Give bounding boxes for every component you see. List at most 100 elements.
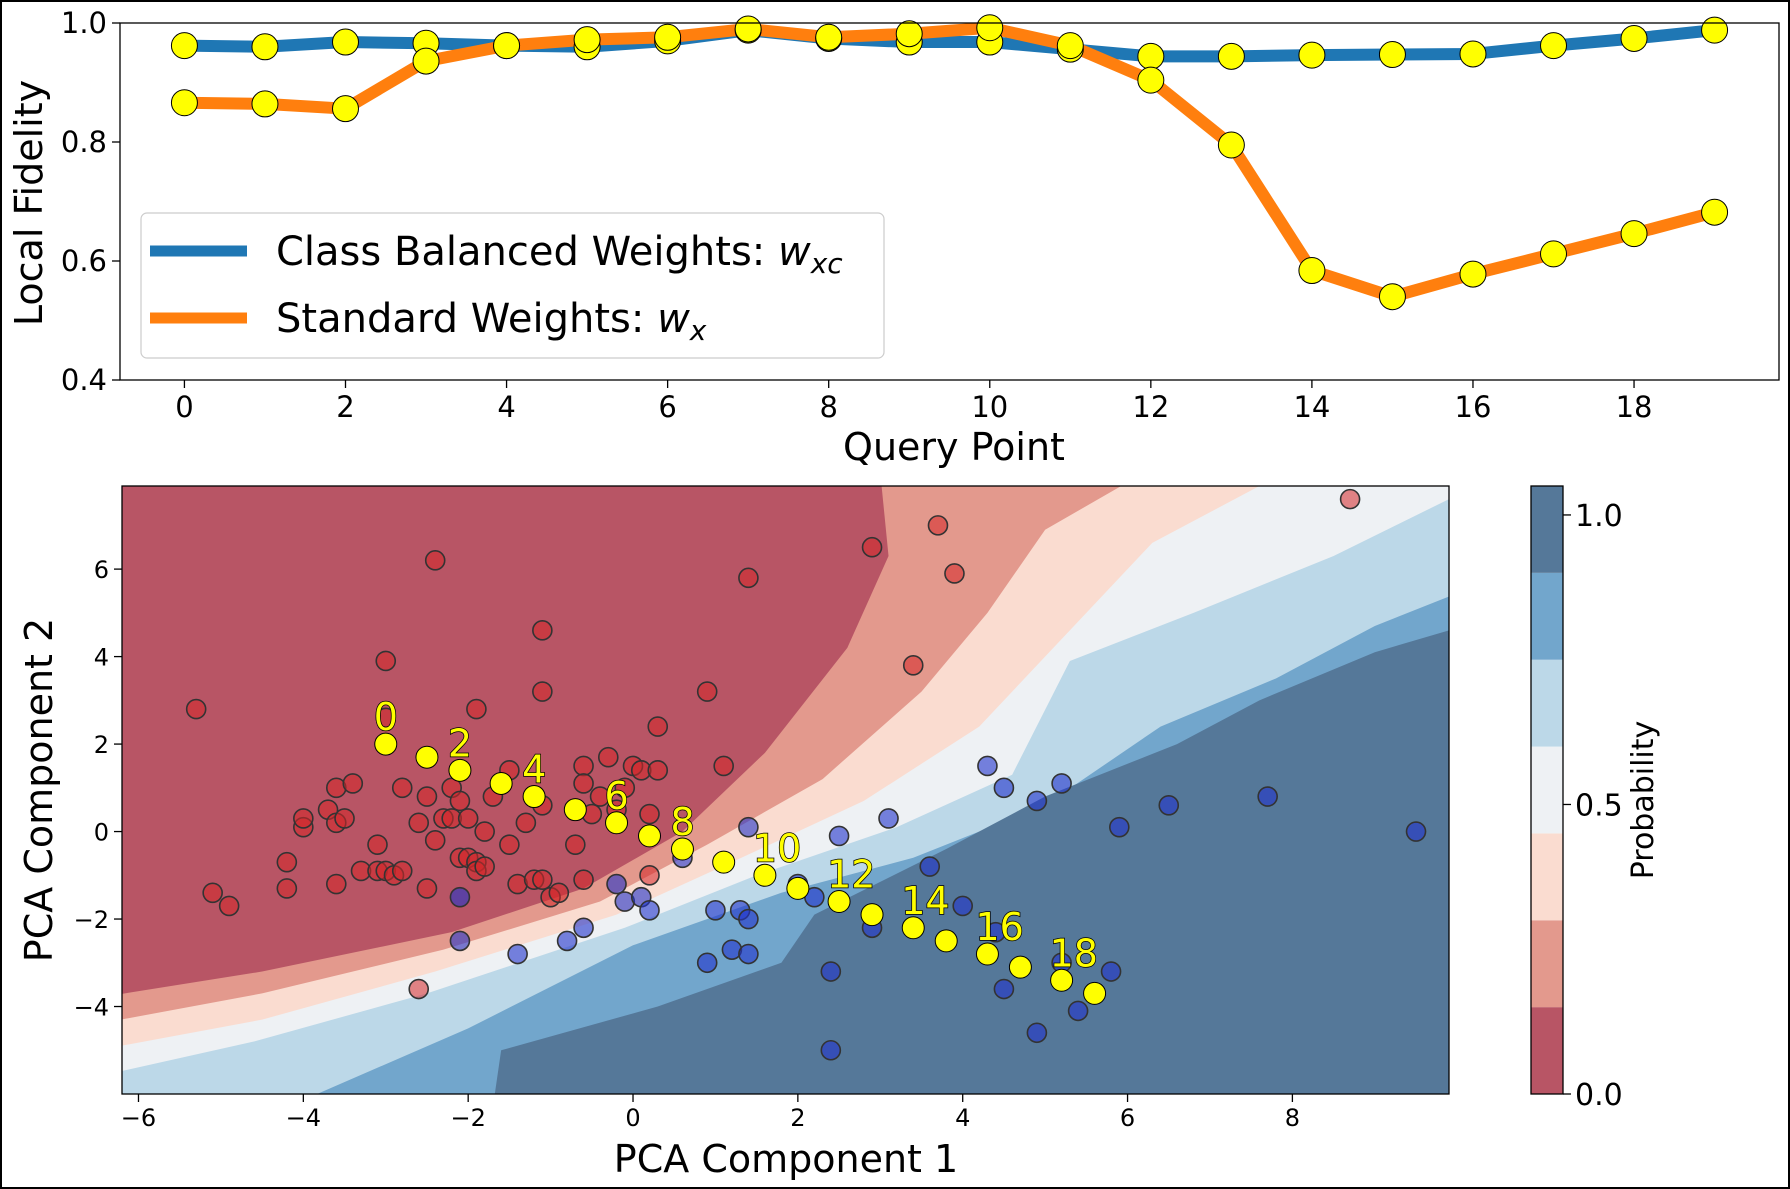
pca-data-points	[185, 488, 1427, 1061]
x-tick-label: 14	[1293, 390, 1330, 424]
query-point-16	[975, 942, 999, 966]
colorbar-tick-label: 1.0	[1575, 499, 1623, 534]
query-point-label: 2	[448, 721, 472, 765]
query-point-4	[522, 785, 546, 809]
blue-class-point	[1109, 816, 1130, 838]
red-class-point	[573, 773, 594, 794]
query-point-label: 12	[827, 853, 875, 897]
red-class-point	[647, 760, 669, 781]
blue-class-point	[449, 886, 471, 908]
series-0-marker-17	[1540, 32, 1568, 60]
red-class-point	[185, 698, 207, 720]
colorbar-segment-5	[1531, 572, 1563, 660]
query-point-12	[827, 890, 851, 914]
series-1-marker-6	[654, 23, 682, 51]
blue-class-point	[738, 943, 759, 965]
blue-class-point	[738, 908, 759, 930]
y-tick-label: 0.4	[61, 363, 107, 397]
blue-class-point	[1100, 961, 1122, 982]
red-class-point	[202, 882, 223, 904]
legend-box	[140, 212, 885, 359]
series-1-marker-15	[1378, 283, 1406, 311]
series-0-marker-15	[1378, 41, 1406, 69]
x-tick-label: 2	[336, 390, 354, 424]
y-tick-label: 2	[94, 731, 109, 759]
colorbar-segment-1	[1531, 920, 1563, 1008]
red-class-point	[276, 878, 298, 899]
contour-band-6	[494, 630, 1449, 1094]
red-class-point	[416, 878, 438, 899]
blue-class-point	[993, 978, 1015, 1000]
x-tick-label: 16	[1455, 390, 1492, 424]
red-class-point	[573, 869, 594, 890]
series-1-marker-19	[1701, 198, 1729, 226]
query-point-18	[1050, 968, 1074, 992]
red-class-point	[408, 978, 430, 1000]
series-1-marker-1	[251, 90, 279, 118]
blue-class-point	[639, 899, 660, 921]
red-class-point	[218, 895, 240, 917]
colorbar-segment-3	[1531, 746, 1563, 834]
query-point-label: 10	[753, 826, 801, 870]
x-tick-label: 0	[625, 1104, 640, 1132]
colorbar-label: Probability	[1626, 721, 1661, 880]
red-class-point	[696, 681, 718, 702]
pca-y-axis-label: PCA Component 2	[17, 618, 61, 962]
x-tick-label: 6	[1120, 1104, 1135, 1132]
blue-class-point	[828, 825, 850, 847]
query-point-17	[1008, 955, 1032, 979]
blue-class-point	[985, 921, 1006, 943]
query-point-13	[860, 903, 884, 927]
query-point-14	[901, 916, 925, 940]
red-class-point	[391, 777, 413, 799]
red-class-point	[532, 869, 553, 890]
series-0-marker-2	[331, 28, 359, 56]
red-class-point	[639, 864, 660, 886]
series-1-marker-12	[1137, 66, 1165, 94]
red-class-point	[334, 808, 355, 829]
blue-class-point	[977, 755, 998, 777]
blue-class-point	[1158, 795, 1180, 816]
query-point-11	[786, 876, 810, 900]
series-1-marker-8	[815, 23, 843, 51]
query-point-0	[374, 732, 398, 756]
blue-class-point	[573, 917, 594, 939]
series-0-marker-12	[1137, 42, 1165, 70]
series-1-marker-5	[573, 26, 601, 54]
query-point-label: 16	[975, 905, 1023, 949]
series-1-marker-14	[1298, 257, 1326, 285]
series-1-marker-17	[1540, 240, 1568, 268]
query-point-label: 6	[605, 774, 629, 818]
query-point-9	[712, 850, 736, 874]
series-1-marker-13	[1217, 131, 1245, 159]
fidelity-y-axis-label: Local Fidelity	[7, 80, 51, 326]
blue-class-point	[1051, 773, 1072, 794]
red-class-point	[391, 860, 413, 882]
series-0-marker-1	[251, 33, 279, 61]
fidelity-axes-frame	[119, 22, 1780, 381]
y-tick-label: 0.8	[61, 125, 107, 159]
fidelity-x-ticks: 0 2 4 6 8 10 12 14 16 18	[175, 380, 1652, 424]
fidelity-markers	[170, 14, 1729, 311]
series-1-marker-11	[1056, 32, 1084, 60]
x-tick-label: 0	[175, 390, 193, 424]
blue-class-point	[878, 808, 899, 829]
red-class-point	[738, 567, 759, 589]
red-class-point	[375, 707, 397, 729]
query-point-15	[934, 929, 958, 953]
red-class-point	[532, 620, 553, 641]
legend-label-standard: Standard Weights: wx	[276, 296, 707, 347]
y-tick-label: 4	[94, 644, 109, 672]
x-tick-label: 2	[790, 1104, 805, 1132]
query-point-19	[1083, 981, 1107, 1005]
series-0-marker-16	[1459, 40, 1487, 68]
query-point-2	[448, 758, 472, 782]
red-class-point	[647, 716, 669, 737]
red-class-point	[416, 786, 438, 807]
query-point-3	[489, 771, 513, 795]
red-class-point	[474, 856, 495, 877]
series-0-marker-13	[1217, 42, 1245, 70]
x-tick-label: −2	[450, 1104, 485, 1132]
